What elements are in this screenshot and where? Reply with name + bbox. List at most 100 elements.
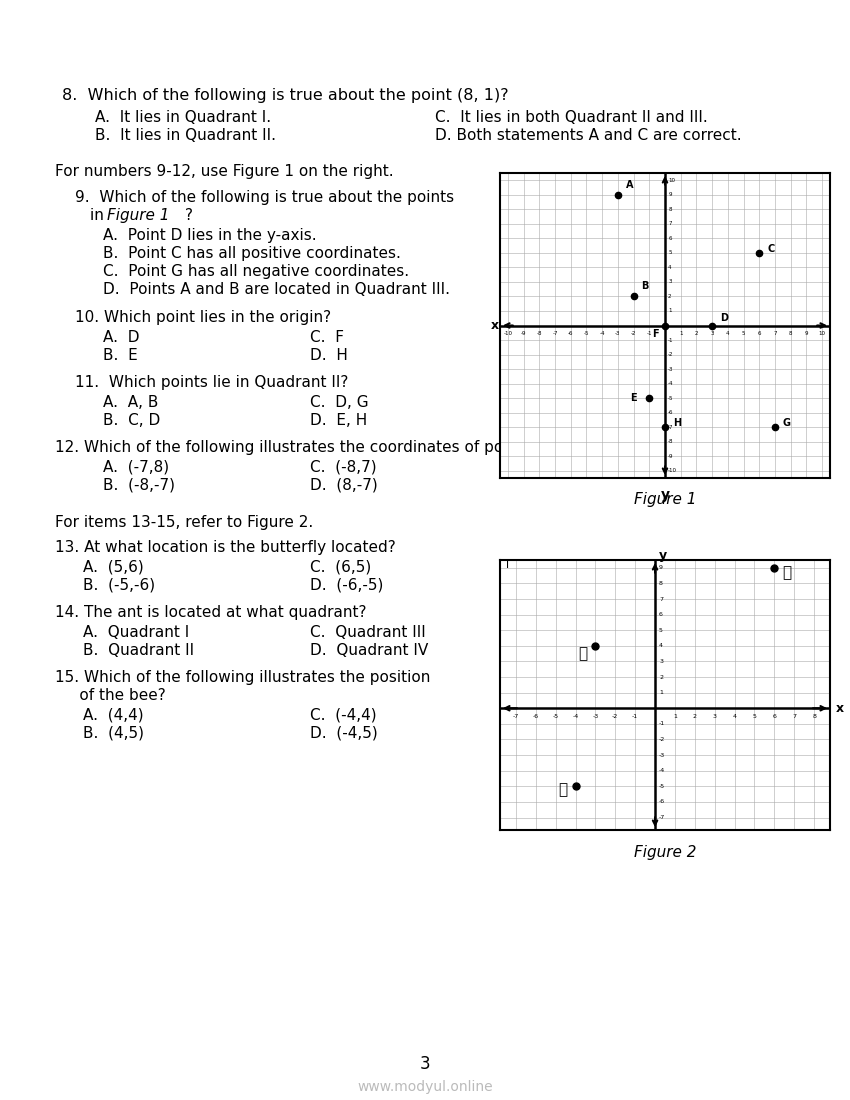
Text: 3: 3: [668, 279, 672, 285]
Text: 🐝: 🐝: [578, 646, 587, 661]
Text: -5: -5: [584, 331, 589, 337]
Text: B.  (-8,-7): B. (-8,-7): [103, 478, 175, 493]
Text: x: x: [491, 319, 499, 332]
Text: -2: -2: [612, 714, 619, 718]
Text: A.  (5,6): A. (5,6): [83, 560, 144, 575]
Text: -3: -3: [592, 714, 598, 718]
Text: y: y: [659, 549, 667, 562]
Text: A.  Quadrant I: A. Quadrant I: [83, 625, 190, 640]
Text: D.  (8,-7): D. (8,-7): [310, 478, 377, 493]
Text: A.  A, B: A. A, B: [103, 395, 158, 410]
Text: C.  (-8,7): C. (-8,7): [310, 460, 377, 475]
Text: C.  (6,5): C. (6,5): [310, 560, 371, 575]
Text: 8: 8: [668, 207, 672, 212]
Text: 🐜: 🐜: [782, 565, 791, 580]
Text: 3: 3: [711, 331, 714, 337]
Text: -10: -10: [503, 331, 513, 337]
Text: 1: 1: [673, 714, 677, 718]
Text: B.  (-5,-6): B. (-5,-6): [83, 578, 155, 593]
Text: A.  Point D lies in the y-axis.: A. Point D lies in the y-axis.: [103, 228, 316, 243]
Text: -6: -6: [668, 410, 674, 415]
Text: 11.  Which points lie in Quadrant II?: 11. Which points lie in Quadrant II?: [75, 375, 348, 390]
Text: 10: 10: [668, 178, 675, 183]
Text: -1: -1: [632, 714, 638, 718]
Text: B.  (4,5): B. (4,5): [83, 726, 144, 741]
Text: 7: 7: [792, 714, 796, 718]
Text: of the bee?: of the bee?: [55, 688, 166, 703]
Text: For items 13-15, refer to Figure 2.: For items 13-15, refer to Figure 2.: [55, 515, 314, 530]
Text: -2: -2: [631, 331, 637, 337]
Text: 8: 8: [789, 331, 792, 337]
Text: A.  (4,4): A. (4,4): [83, 708, 144, 723]
Text: C.  F: C. F: [310, 330, 344, 345]
Text: 1: 1: [668, 308, 672, 314]
Text: -7: -7: [668, 425, 674, 430]
Text: B.  C, D: B. C, D: [103, 412, 161, 428]
Text: -7: -7: [552, 331, 558, 337]
Text: 4: 4: [668, 265, 672, 269]
Text: D.  Quadrant IV: D. Quadrant IV: [310, 644, 428, 658]
Text: x: x: [836, 702, 844, 715]
Text: 2: 2: [694, 331, 698, 337]
Text: A: A: [626, 179, 633, 189]
Text: 6: 6: [773, 714, 776, 718]
Text: D: D: [720, 314, 728, 323]
Text: www.modyul.online: www.modyul.online: [357, 1080, 493, 1094]
Text: C.  Point G has all negative coordinates.: C. Point G has all negative coordinates.: [103, 264, 409, 279]
Text: 5: 5: [659, 628, 663, 632]
Text: 5: 5: [668, 251, 672, 255]
Text: -5: -5: [659, 784, 666, 789]
Text: 4: 4: [659, 644, 663, 648]
Text: 6: 6: [757, 331, 761, 337]
Text: -2: -2: [668, 352, 674, 358]
Text: -6: -6: [533, 714, 539, 718]
Text: -3: -3: [615, 331, 620, 337]
Text: 8: 8: [812, 714, 816, 718]
Text: C.  It lies in both Quadrant II and III.: C. It lies in both Quadrant II and III.: [435, 110, 708, 125]
Text: D.  (-4,5): D. (-4,5): [310, 726, 377, 741]
Text: 4: 4: [726, 331, 729, 337]
Text: -3: -3: [668, 366, 674, 372]
Text: E: E: [631, 393, 637, 403]
Text: D.  (-6,-5): D. (-6,-5): [310, 578, 383, 593]
Text: 2: 2: [668, 294, 672, 299]
Text: -5: -5: [668, 396, 674, 400]
Text: 5: 5: [742, 331, 745, 337]
Text: -9: -9: [668, 453, 674, 459]
Text: -4: -4: [659, 768, 666, 773]
Text: 2: 2: [659, 674, 663, 680]
Text: B.  E: B. E: [103, 348, 138, 363]
Text: -6: -6: [568, 331, 574, 337]
Text: 1: 1: [679, 331, 683, 337]
Text: D. Both statements A and C are correct.: D. Both statements A and C are correct.: [435, 128, 741, 143]
Text: 7: 7: [659, 596, 663, 602]
Text: 9.  Which of the following is true about the points: 9. Which of the following is true about …: [75, 190, 454, 205]
Text: C.  Quadrant III: C. Quadrant III: [310, 625, 426, 640]
Text: -1: -1: [647, 331, 652, 337]
Text: 3: 3: [420, 1055, 430, 1072]
Text: y: y: [660, 488, 670, 503]
Text: 7: 7: [668, 221, 672, 227]
Text: 13. At what location is the butterfly located?: 13. At what location is the butterfly lo…: [55, 540, 396, 556]
Text: -6: -6: [659, 800, 666, 804]
Text: -4: -4: [599, 331, 605, 337]
Text: B.  It lies in Quadrant II.: B. It lies in Quadrant II.: [95, 128, 276, 143]
Text: 2: 2: [693, 714, 697, 718]
Text: -7: -7: [513, 714, 519, 718]
Text: C: C: [768, 243, 774, 253]
Text: 15. Which of the following illustrates the position: 15. Which of the following illustrates t…: [55, 670, 430, 685]
Text: 3: 3: [712, 714, 717, 718]
Text: F: F: [653, 329, 659, 339]
Text: -4: -4: [572, 714, 579, 718]
Text: 6: 6: [659, 612, 663, 617]
Text: 1: 1: [659, 690, 663, 695]
Text: 9: 9: [668, 192, 672, 197]
Text: 3: 3: [659, 659, 663, 664]
Text: ?: ?: [185, 208, 193, 223]
Text: C.  D, G: C. D, G: [310, 395, 369, 410]
Text: -8: -8: [668, 439, 674, 444]
Text: Figure 2: Figure 2: [634, 845, 696, 860]
Text: 4: 4: [733, 714, 737, 718]
Text: D.  H: D. H: [310, 348, 348, 363]
Text: in: in: [90, 208, 109, 223]
